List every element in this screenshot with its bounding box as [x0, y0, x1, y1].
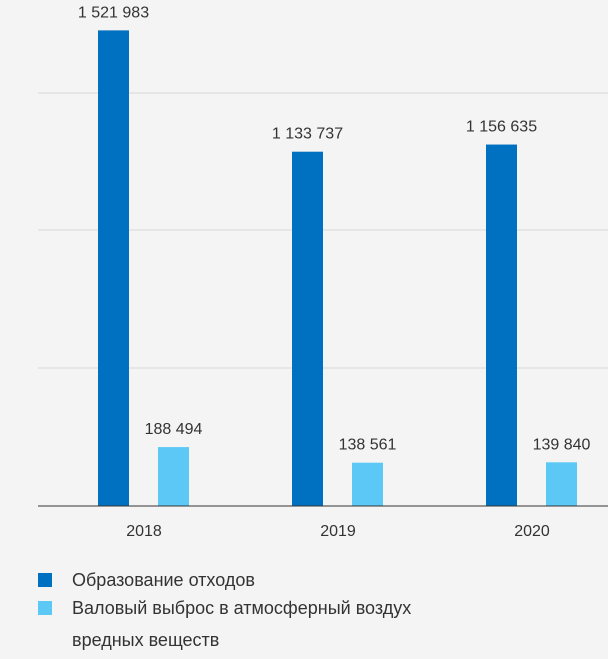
legend-label-emissions: Валовый выброс в атмосферный воздух вред…: [72, 598, 412, 650]
bar-2019-series-1: [292, 151, 323, 506]
x-tick-label-2018: 2018: [126, 523, 162, 540]
legend-swatch-emissions: [38, 601, 52, 615]
legend-item-emissions: Валовый выброс в атмосферный воздух вред…: [38, 596, 598, 656]
data-label-2019-series-2: 138 561: [339, 437, 397, 454]
legend-label-waste: Образование отходов: [72, 570, 255, 590]
data-label-2018-series-2: 188 494: [145, 421, 203, 438]
bar-2018-series-1: [98, 30, 129, 507]
bar-2018-series-2: [158, 447, 189, 506]
legend-item-waste: Образование отходов: [38, 568, 598, 593]
data-label-2019-series-1: 1 133 737: [272, 126, 343, 143]
chart-plot: 1 521 983 188 494 2018 1 133 737 138 561 2019…: [38, 4, 608, 540]
data-label-2018-series-1: 1 521 983: [78, 4, 149, 21]
x-tick-label-2020: 2020: [514, 523, 550, 540]
data-label-2020-series-2: 139 840: [533, 436, 591, 453]
bar-2020-series-2: [546, 462, 577, 506]
legend: Образование отходов Валовый выброс в атм…: [38, 568, 598, 659]
bar-2020-series-1: [486, 144, 517, 506]
x-tick-label-2019: 2019: [320, 523, 356, 540]
legend-swatch-waste: [38, 573, 52, 587]
data-label-2020-series-1: 1 156 635: [466, 119, 537, 136]
bar-2019-series-2: [352, 462, 383, 506]
